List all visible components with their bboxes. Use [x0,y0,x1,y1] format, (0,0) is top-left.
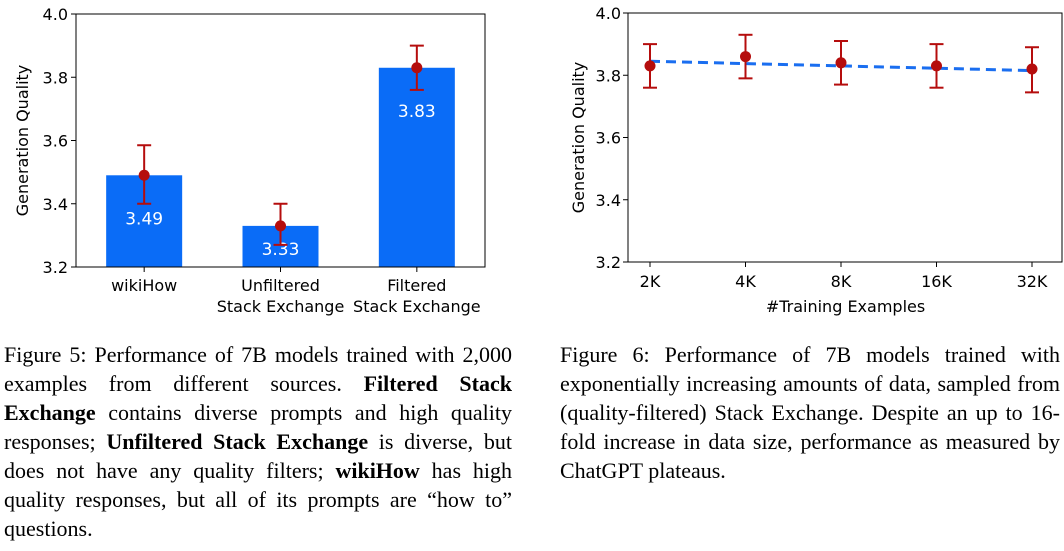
bar-value-label: 3.83 [398,102,436,122]
figure-6-caption: Figure 6: Performance of 7B models train… [560,342,1060,483]
figure-5-caption: Figure 5: Performance of 7B models train… [4,340,512,543]
caption-5-bold-unfiltered: Unfiltered Stack Exchange [106,429,369,454]
figure-6-svg: 3.2 3.4 3.6 3.8 4.0 2K 4K 8K 16K 32K #Training Exa… [569,4,1063,316]
x-tick-label: 2K [640,272,661,291]
caption-5-text-2: contains diverse prompts and high qualit… [4,400,512,454]
y-tick-label: 4.0 [596,4,621,23]
plot-frame [75,13,486,268]
caption-5-text-4: has high quality responses, but all of i… [4,458,512,541]
x-tick-label: 16K [921,272,952,291]
figure-5-svg: 3.2 3.4 3.6 3.8 4.0 3.49 wikiHow 3.33 Unfiltered… [13,5,486,316]
x-tick-label: Filtered [387,276,446,295]
mean-point [411,62,423,74]
x-tick-label: 32K [1017,272,1048,291]
x-tick-label: Stack Exchange [217,297,345,316]
x-tick-label: 8K [831,272,852,291]
data-point [1026,63,1038,75]
figure-5-bar-chart: 3.2 3.4 3.6 3.8 4.0 3.49 wikiHow 3.33 Unfiltered… [0,0,520,330]
x-tick-label: wikiHow [111,276,177,295]
data-point [931,60,942,72]
mean-point [138,169,150,181]
y-tick-label: 3.4 [43,195,68,214]
data-point [835,57,847,69]
bar-value-label: 3.33 [262,240,300,260]
x-tick-label: 4K [735,272,756,291]
plot-frame [627,12,1063,263]
y-axis-label: Generation Quality [13,65,32,217]
y-tick-label: 3.8 [596,66,621,85]
bar [378,67,455,267]
y-tick-label: 3.8 [43,68,68,87]
y-tick-label: 3.4 [596,191,621,210]
data-point [740,51,751,63]
y-axis-label: Generation Quality [569,62,588,214]
y-tick-label: 3.6 [43,132,68,151]
x-axis-label: #Training Examples [766,297,925,316]
data-point [644,60,656,72]
y-tick-label: 4.0 [43,5,68,24]
caption-5-text-1: Figure 5: Performance of 7B models train… [4,342,512,396]
x-tick-label: Stack Exchange [353,297,481,316]
y-tick-label: 3.2 [43,258,68,277]
caption-5-text-3: is diverse, but does not have any qualit… [4,429,512,483]
caption-5-bold-filtered: Filtered Stack Exchange [4,371,512,425]
y-tick-label: 3.2 [596,253,621,272]
bar-value-label: 3.49 [125,209,163,229]
figure-6-line-chart: 3.2 3.4 3.6 3.8 4.0 2K 4K 8K 16K 32K #Training Exa… [540,0,1064,330]
caption-5-bold-wikihow: wikiHow [335,458,420,483]
y-tick-label: 3.6 [596,129,621,148]
x-tick-label: Unfiltered [241,276,320,295]
mean-point [275,220,286,232]
